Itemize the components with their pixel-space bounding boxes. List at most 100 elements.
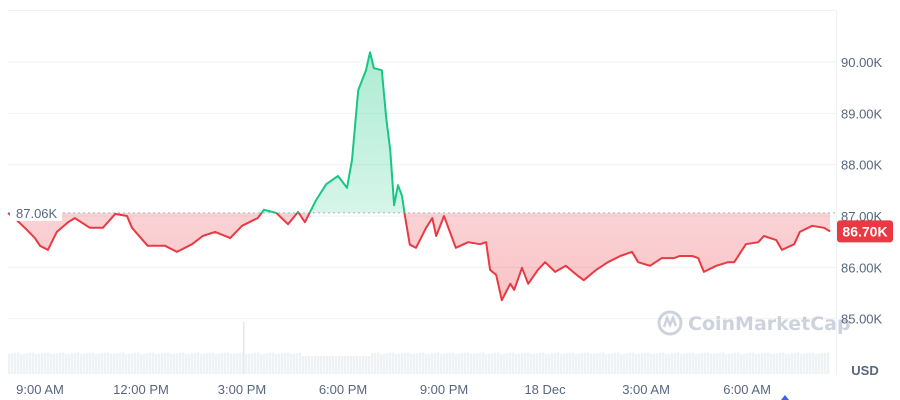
volume-bar <box>584 352 587 374</box>
volume-bar <box>155 354 158 374</box>
volume-bar <box>413 353 416 374</box>
volume-bar <box>431 353 434 374</box>
volume-bar <box>575 354 578 374</box>
volume-bar <box>728 353 731 374</box>
volume-bar <box>467 352 470 374</box>
volume-bar <box>263 353 266 374</box>
volume-bar <box>638 353 641 374</box>
volume-bar <box>80 354 83 374</box>
volume-bar <box>596 353 599 374</box>
volume-bar <box>320 356 323 374</box>
volume-bar <box>161 353 164 374</box>
volume-bar <box>704 352 707 374</box>
volume-bar <box>530 354 533 374</box>
volume-bar <box>713 353 716 374</box>
volume-bar <box>734 352 737 374</box>
volume-bar <box>293 353 296 374</box>
volume-bar <box>605 354 608 374</box>
volume-bar <box>599 352 602 374</box>
x-tick-label: 3:00 PM <box>218 382 266 397</box>
volume-bar <box>578 353 581 374</box>
volume-bar <box>743 353 746 374</box>
scroll-marker-icon[interactable] <box>781 395 789 400</box>
volume-bar <box>65 354 68 374</box>
volume-bar <box>296 353 299 374</box>
volume-bar <box>509 352 512 374</box>
volume-bar <box>566 353 569 374</box>
volume-bar <box>269 352 272 374</box>
volume-bar <box>560 354 563 374</box>
volume-bar <box>209 352 212 374</box>
volume-bar <box>419 352 422 374</box>
volume-bar <box>518 353 521 374</box>
volume-bar <box>185 354 188 374</box>
volume-bar <box>800 354 803 374</box>
x-tick-label: 18 Dec <box>524 382 566 397</box>
volume-bar <box>194 352 197 374</box>
volume-bar <box>725 354 728 374</box>
volume-bar <box>356 356 359 374</box>
currency-label: USD <box>851 363 878 378</box>
volume-bar <box>98 353 101 374</box>
current-price: 86.70K <box>842 223 887 239</box>
volume-bar <box>749 352 752 374</box>
volume-bar <box>827 352 830 374</box>
x-axis: 9:00 AM 12:00 PM 3:00 PM 6:00 PM 9:00 PM 18 D… <box>16 382 771 397</box>
volume-bar <box>404 352 407 374</box>
volume-bar <box>134 352 137 374</box>
volume-bar <box>239 352 242 374</box>
volume-bar <box>677 352 680 374</box>
volume-bar <box>461 353 464 374</box>
volume-bar <box>623 353 626 374</box>
volume-bar <box>698 353 701 374</box>
volume-bar <box>26 353 29 374</box>
x-tick-label: 6:00 PM <box>319 382 367 397</box>
volume-bar <box>347 356 350 374</box>
volume-bar <box>56 353 59 374</box>
volume-bar <box>128 353 131 374</box>
volume-bar <box>737 352 740 374</box>
volume-bar <box>440 354 443 374</box>
volume-bar <box>68 353 71 374</box>
volume-bars <box>8 322 830 374</box>
volume-bar <box>779 352 782 374</box>
volume-bar <box>251 353 254 374</box>
volume-bar <box>359 356 362 374</box>
volume-bar <box>791 353 794 374</box>
volume-bar <box>243 322 245 374</box>
volume-bar <box>497 352 500 374</box>
volume-bar <box>572 352 575 374</box>
volume-bar <box>401 353 404 374</box>
volume-bar <box>491 353 494 374</box>
volume-bar <box>329 356 332 374</box>
volume-bar <box>689 352 692 374</box>
volume-bar <box>692 352 695 374</box>
volume-bar <box>632 352 635 374</box>
volume-bar <box>809 352 812 374</box>
volume-bar <box>218 353 221 374</box>
volume-bar <box>539 352 542 374</box>
volume-bar <box>701 353 704 374</box>
volume-bar <box>47 352 50 374</box>
volume-bar <box>821 353 824 374</box>
volume-bar <box>512 352 515 374</box>
volume-bar <box>299 352 302 374</box>
line-below-reference <box>7 212 831 302</box>
volume-bar <box>722 352 725 374</box>
volume-bar <box>671 353 674 374</box>
volume-bar <box>398 353 401 374</box>
y-tick-label: 87.00K <box>841 209 883 224</box>
y-tick-label: 89.00K <box>841 106 883 121</box>
volume-bar <box>587 352 590 374</box>
volume-bar <box>17 352 20 374</box>
volume-bar <box>824 352 827 374</box>
volume-bar <box>488 353 491 374</box>
volume-bar <box>515 354 518 374</box>
volume-bar <box>620 354 623 374</box>
volume-bar <box>197 352 200 374</box>
grid-lines <box>8 61 836 320</box>
volume-bar <box>581 353 584 374</box>
y-tick-label: 90.00K <box>841 55 883 70</box>
volume-bar <box>308 356 311 374</box>
